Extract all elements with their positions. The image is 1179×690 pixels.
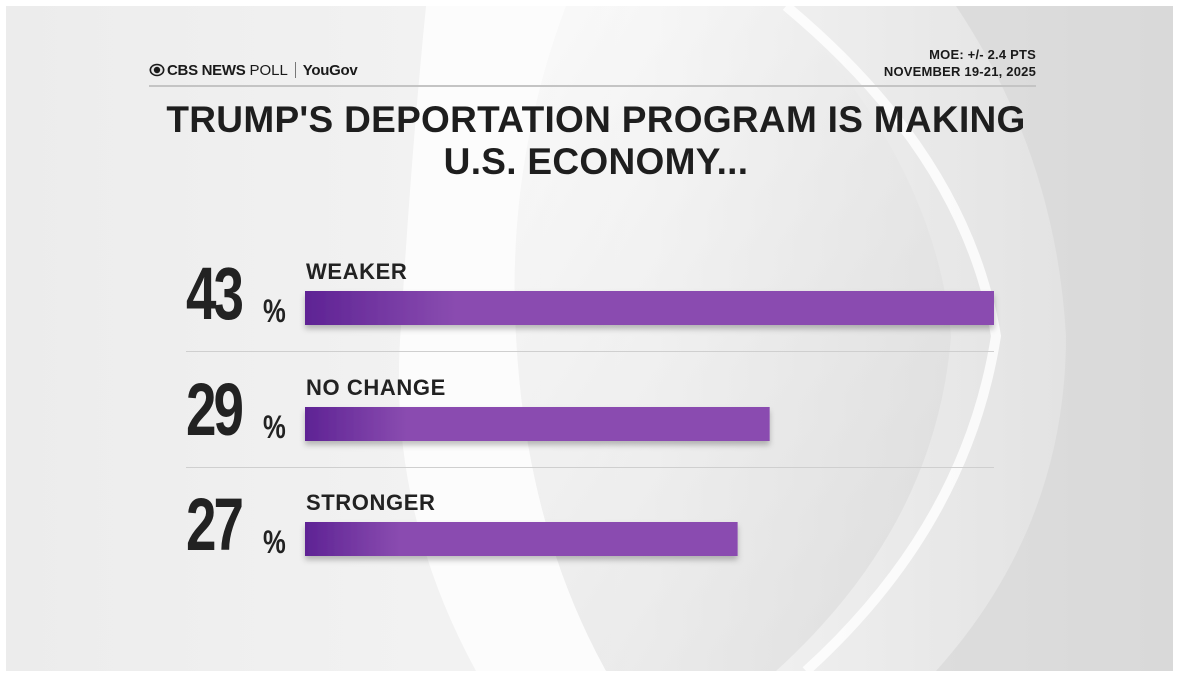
cbs-yougov-logo: CBS NEWS POLL YouGov [149, 60, 358, 80]
partner-name: YouGov [302, 61, 358, 79]
category-label: STRONGER [306, 490, 436, 515]
poll-word: POLL [249, 61, 288, 79]
percent-sign: % [263, 524, 286, 560]
value-label: 27 [186, 483, 244, 566]
background-eye-art [6, 6, 1173, 671]
percent-sign: % [263, 409, 286, 445]
bar-no-change [305, 407, 770, 441]
header-divider [149, 85, 1036, 87]
row-divider [186, 467, 994, 468]
poll-dates: NOVEMBER 19-21, 2025 [883, 64, 1036, 79]
percent-sign: % [263, 293, 286, 329]
value-label: 43 [186, 252, 244, 335]
value-label: 29 [186, 368, 244, 451]
logo-divider [294, 62, 296, 78]
chart-title: TRUMP'S DEPORTATION PROGRAM IS MAKING U.… [166, 99, 1026, 182]
poll-graphic: CBS NEWS POLL YouGov MOE: +/- 2.4 PTS NO… [6, 6, 1173, 671]
bar-chart [305, 291, 994, 556]
margin-of-error: MOE: +/- 2.4 PTS [929, 47, 1036, 62]
bar-stronger [305, 522, 738, 556]
bar-weaker [305, 291, 994, 325]
row-divider [186, 351, 994, 352]
category-label: WEAKER [306, 259, 408, 284]
category-label: NO CHANGE [306, 375, 446, 400]
poll-meta: MOE: +/- 2.4 PTS NOVEMBER 19-21, 2025 [884, 46, 1036, 80]
cbs-eye-icon [149, 63, 165, 77]
network-name: CBS NEWS [167, 61, 246, 79]
